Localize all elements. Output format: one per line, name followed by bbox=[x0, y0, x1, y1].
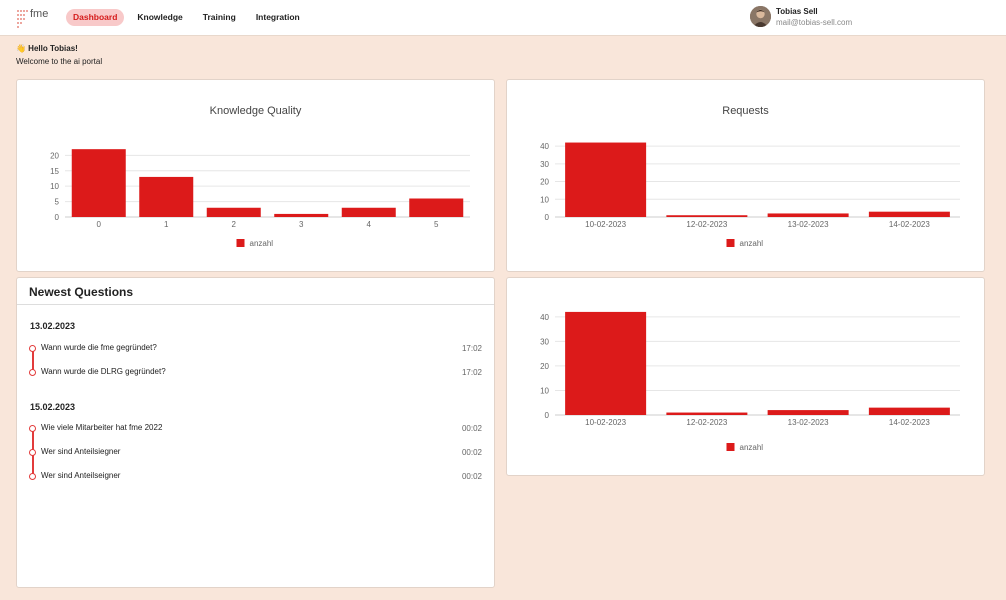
bar bbox=[868, 407, 950, 415]
y-tick-label: 15 bbox=[50, 167, 59, 176]
x-tick-label: 4 bbox=[367, 220, 372, 229]
requests-chart: 0 10 20 30 40 10-02-2023 12-02-2023 13-02-2023 1… bbox=[540, 142, 960, 248]
main-nav: Dashboard Knowledge Training Integration bbox=[66, 9, 313, 26]
y-tick-label: 10 bbox=[540, 195, 549, 204]
y-tick-label: 0 bbox=[545, 213, 550, 222]
bar bbox=[409, 198, 464, 217]
bar bbox=[341, 207, 396, 217]
y-tick-label: 0 bbox=[55, 213, 60, 222]
x-tick-label: 2 bbox=[232, 220, 237, 229]
requests-chart-card-2: 0 10 20 30 40 10-02-2023 12-02-2023 13-02-2023 1… bbox=[506, 277, 985, 476]
question-time: 00:02 bbox=[461, 448, 482, 457]
bar bbox=[767, 410, 849, 415]
question-date: 15.02.2023 bbox=[30, 402, 76, 412]
x-tick-label: 5 bbox=[434, 220, 439, 229]
x-tick-label: 1 bbox=[164, 220, 169, 229]
question-text[interactable]: Wer sind Anteilsiegner bbox=[41, 447, 121, 456]
top-navigation-bar: fme Dashboard Knowledge Training Integra… bbox=[0, 0, 1006, 36]
greeting-text: 👋 Hello Tobias! bbox=[16, 44, 78, 53]
bar bbox=[565, 311, 647, 415]
y-tick-label: 40 bbox=[540, 313, 549, 322]
user-name: Tobias Sell bbox=[776, 7, 818, 16]
requests-card: Requests 0 10 20 30 40 10-02-2023 12-02-2023 13… bbox=[506, 79, 985, 272]
requests-chart-2: 0 10 20 30 40 10-02-2023 12-02-2023 13-02-2023 1… bbox=[540, 311, 960, 452]
timeline-dot-icon bbox=[29, 425, 36, 432]
fme-logo-icon[interactable] bbox=[16, 7, 50, 29]
bar bbox=[868, 211, 950, 217]
x-tick-label: 13-02-2023 bbox=[788, 220, 829, 229]
nav-knowledge[interactable]: Knowledge bbox=[137, 12, 183, 22]
x-tick-label: 13-02-2023 bbox=[788, 418, 829, 427]
bar bbox=[71, 149, 126, 217]
divider bbox=[17, 304, 494, 305]
question-text[interactable]: Wann wurde die fme gegründet? bbox=[41, 343, 157, 352]
timeline-dot-icon bbox=[29, 449, 36, 456]
bar bbox=[274, 213, 329, 217]
y-tick-label: 30 bbox=[540, 337, 549, 346]
bar bbox=[767, 213, 849, 217]
y-tick-label: 20 bbox=[540, 178, 549, 187]
legend-label: anzahl bbox=[740, 239, 764, 248]
x-tick-label: 3 bbox=[299, 220, 304, 229]
x-tick-label: 0 bbox=[97, 220, 102, 229]
legend-swatch bbox=[726, 443, 735, 451]
x-tick-label: 12-02-2023 bbox=[686, 418, 727, 427]
timeline-dot-icon bbox=[29, 369, 36, 376]
welcome-subtitle: Welcome to the ai portal bbox=[16, 57, 103, 66]
y-tick-label: 0 bbox=[545, 411, 550, 420]
y-tick-label: 10 bbox=[540, 386, 549, 395]
legend-swatch bbox=[726, 239, 735, 247]
knowledge-quality-title: Knowledge Quality bbox=[209, 105, 302, 117]
bar bbox=[206, 207, 261, 217]
x-tick-label: 10-02-2023 bbox=[585, 418, 626, 427]
y-tick-label: 40 bbox=[540, 142, 549, 151]
legend-label: anzahl bbox=[250, 239, 274, 248]
legend-swatch bbox=[236, 239, 245, 247]
bar bbox=[565, 142, 647, 217]
x-tick-label: 14-02-2023 bbox=[889, 220, 930, 229]
y-tick-label: 30 bbox=[540, 160, 549, 169]
nav-training[interactable]: Training bbox=[202, 12, 236, 22]
legend-label: anzahl bbox=[740, 443, 764, 452]
question-text[interactable]: Wie viele Mitarbeiter hat fme 2022 bbox=[41, 423, 163, 432]
bar bbox=[666, 215, 748, 217]
nav-dashboard[interactable]: Dashboard bbox=[66, 9, 125, 26]
user-email: mail@tobias-sell.com bbox=[776, 18, 853, 27]
newest-questions-title: Newest Questions bbox=[29, 285, 134, 299]
knowledge-quality-chart: 0 5 10 15 20 0 1 2 3 4 5 anzahl bbox=[50, 149, 470, 248]
question-date: 13.02.2023 bbox=[30, 321, 76, 331]
question-time: 17:02 bbox=[461, 344, 482, 353]
y-tick-label: 20 bbox=[50, 151, 59, 160]
logo-text: fme bbox=[30, 8, 49, 20]
x-tick-label: 10-02-2023 bbox=[585, 220, 626, 229]
y-tick-label: 5 bbox=[55, 198, 60, 207]
nav-integration[interactable]: Integration bbox=[255, 12, 300, 22]
bar bbox=[666, 412, 748, 415]
newest-questions-card: Newest Questions 13.02.2023 Wann wurde d… bbox=[16, 277, 495, 588]
y-tick-label: 20 bbox=[540, 362, 549, 371]
avatar[interactable] bbox=[750, 6, 771, 27]
timeline-line bbox=[32, 349, 34, 373]
y-tick-label: 10 bbox=[50, 182, 59, 191]
timeline-dot-icon bbox=[29, 473, 36, 480]
question-text[interactable]: Wann wurde die DLRG gegründet? bbox=[41, 367, 166, 376]
x-tick-label: 12-02-2023 bbox=[686, 220, 727, 229]
question-time: 17:02 bbox=[461, 368, 482, 377]
question-text[interactable]: Wer sind Anteilseigner bbox=[41, 471, 121, 480]
requests-title: Requests bbox=[722, 105, 769, 117]
question-time: 00:02 bbox=[461, 472, 482, 481]
x-tick-label: 14-02-2023 bbox=[889, 418, 930, 427]
timeline-dot-icon bbox=[29, 345, 36, 352]
question-time: 00:02 bbox=[461, 424, 482, 433]
knowledge-quality-card: Knowledge Quality 0 5 10 15 20 0 1 2 3 4 5 anzahl bbox=[16, 79, 495, 272]
bar bbox=[139, 176, 194, 217]
